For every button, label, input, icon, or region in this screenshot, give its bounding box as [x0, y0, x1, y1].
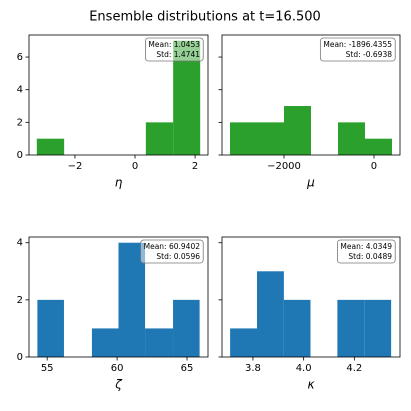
x-tick-label: −2 — [68, 161, 83, 172]
y-tick-label: 6 — [17, 52, 23, 63]
axes-frame — [28, 236, 209, 358]
annotation-box — [337, 239, 396, 264]
annotation-text: Mean: 1.0453 — [148, 40, 200, 49]
histogram-bar — [256, 271, 284, 357]
x-tick-label: 60 — [111, 363, 124, 374]
x-axis-label: μ — [306, 176, 315, 190]
annotation-text: Mean: 4.0349 — [340, 242, 392, 251]
histogram-bar — [364, 138, 392, 155]
y-tick-label: 2 — [17, 117, 23, 128]
y-tick-label: 4 — [17, 238, 23, 249]
x-axis-label: η — [115, 176, 123, 190]
histogram-bar — [257, 122, 285, 155]
histogram-bar — [364, 299, 392, 357]
x-axis-label: κ — [307, 378, 315, 392]
histogram-bar — [145, 328, 174, 357]
annotation-text: Mean: -1896.4355 — [323, 40, 392, 49]
annotation-text: Std: 1.4741 — [156, 50, 200, 59]
annotation-text: Std: 0.0489 — [348, 252, 392, 261]
axes-frame — [28, 34, 209, 156]
annotation-box — [319, 37, 396, 62]
annotation-text: Mean: 60.9402 — [144, 242, 201, 251]
x-axis-label: ζ — [114, 378, 123, 392]
annotation-text: Std: -0.6938 — [346, 50, 393, 59]
histogram-bar — [230, 328, 257, 357]
histogram-bar — [230, 122, 258, 155]
annotation-text: Std: 0.0596 — [156, 252, 200, 261]
x-tick-label: 65 — [181, 363, 194, 374]
x-tick-label: −2000 — [267, 161, 301, 172]
histogram-bar — [36, 138, 65, 155]
histogram-bar — [284, 106, 311, 155]
y-tick-label: 4 — [17, 85, 23, 96]
x-tick-label: 4.2 — [346, 363, 362, 374]
x-tick-label: 0 — [132, 161, 138, 172]
y-tick-label: 2 — [17, 295, 23, 306]
histogram-bar — [283, 299, 311, 357]
histogram-bar — [173, 299, 200, 357]
y-tick-label: 0 — [17, 150, 23, 161]
annotation-box — [145, 37, 204, 62]
histogram-bar — [337, 122, 365, 155]
x-tick-label: 0 — [371, 161, 377, 172]
histogram-bar — [145, 122, 174, 155]
axes-frame — [221, 34, 401, 156]
x-tick-label: 3.8 — [245, 363, 261, 374]
histogram-bar — [337, 299, 365, 357]
axes-frame — [221, 236, 401, 358]
y-tick-label: 0 — [17, 352, 23, 363]
x-tick-label: 4.0 — [296, 363, 312, 374]
annotation-box — [140, 239, 204, 264]
figure-title: Ensemble distributions at t=16.500 — [89, 10, 321, 25]
x-tick-label: 2 — [192, 161, 198, 172]
histogram-bar — [37, 299, 64, 357]
x-tick-label: 55 — [41, 363, 54, 374]
histogram-bar — [91, 328, 119, 357]
